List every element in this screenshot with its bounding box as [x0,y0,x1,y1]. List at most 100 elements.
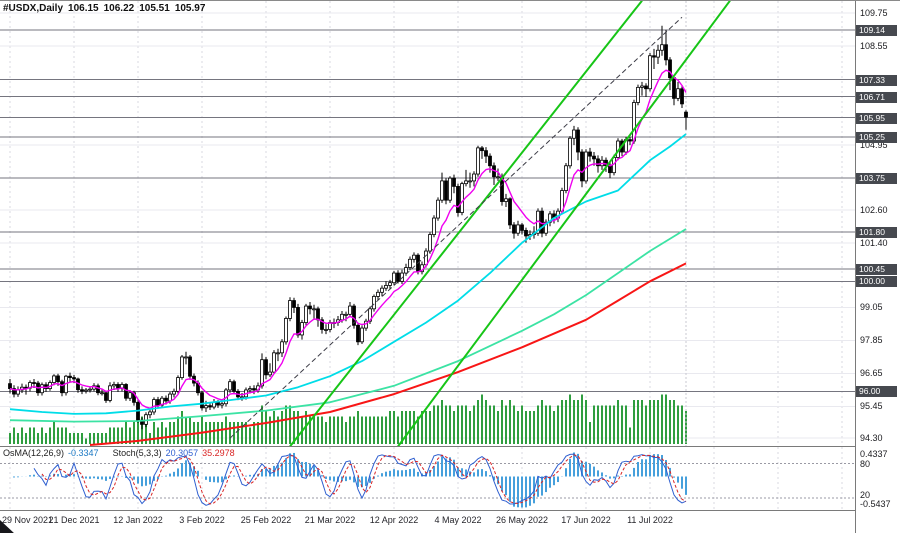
time-axis[interactable]: 29 Nov 2021 21 Dec 2021 12 Jan 2022 3 Feb 2… [0,511,855,533]
candle [356,324,360,343]
time-axis-label: 12 Jan 2022 [113,515,163,525]
candle [52,375,56,383]
price-axis-label: 97.85 [860,335,883,345]
candle [352,305,356,326]
indicator-canvas[interactable] [0,447,855,510]
candle [496,176,500,179]
candle [652,55,656,58]
candle [56,375,60,383]
candle [88,388,92,391]
candle [460,183,464,213]
ma-slow-green [9,228,687,423]
stoch-main-line [33,453,687,506]
indicator-axis-upper: 80 [860,458,871,469]
candle [296,307,300,336]
candle [456,186,460,213]
candle [512,224,516,234]
candle [680,88,684,105]
grid-layer [0,1,855,446]
candle [16,389,20,395]
candle [664,44,668,61]
candle [648,55,652,90]
ma-fast-magenta [9,69,687,409]
indicator-panel[interactable]: OsMA(12,26,9) -0.3347 Stoch(5,3,3) 20.3057 3… [0,447,855,510]
candle [480,147,484,152]
stoch-signal-line [41,454,687,505]
time-axis-label: 21 Mar 2022 [304,515,356,525]
osma-value: -0.3347 [68,448,99,458]
price-axis[interactable]: 109.75 108.55 104.95 102.60 101.40 99.05 97.85… [855,1,900,533]
candle [272,352,276,373]
stoch-signal-value: 35.2978 [202,448,235,458]
candle [380,287,384,293]
candle [68,375,72,378]
price-chart-canvas[interactable] [0,1,855,446]
candle [448,177,452,201]
candle [344,313,348,316]
stoch-label: Stoch(5,3,3) [112,448,162,458]
candle [184,356,188,359]
indicator-axis-min: -0.5437 [860,499,891,509]
candle [408,258,412,268]
price-chart-area[interactable]: #USDX,Daily 106.15 106.22 105.51 105.97 [0,1,855,446]
candle [300,322,304,336]
candle [684,111,688,118]
candle [260,359,264,387]
candle [8,383,12,389]
candle [276,352,280,355]
open-value: 106.15 [68,3,99,14]
main-indicator-divider[interactable] [0,446,855,447]
time-axis-label: 12 Apr 2022 [369,515,419,525]
indicator-axis-max: 0.4337 [860,449,888,459]
candle [432,217,436,235]
candle [508,198,512,226]
candle [180,356,184,378]
time-axis-label: 17 Jun 2022 [561,515,611,525]
price-level-badge: 100.45 [856,264,897,275]
close-value: 105.97 [174,3,206,14]
candle [72,377,76,380]
indicator-time-divider [0,510,855,511]
price-level-badge: 100.00 [856,276,897,287]
candle [636,86,640,103]
candle [308,305,312,310]
price-axis-label: 101.40 [860,238,888,248]
price-level-badge: 96.00 [856,386,897,397]
price-level-badge: 103.75 [856,173,897,184]
time-axis-label: 3 Feb 2022 [179,515,225,525]
candle [440,180,444,201]
candle [252,388,256,391]
candle [292,300,296,308]
candle [412,254,416,260]
candle [168,393,172,402]
candle [472,173,476,182]
ma-mid-cyan [9,133,687,415]
candle [280,341,284,354]
price-level-badge: 105.25 [856,132,897,143]
high-value: 106.22 [103,3,135,14]
time-axis-label: 11 Jul 2022 [627,515,673,525]
candle [504,198,508,202]
candle [592,155,596,160]
candle [264,359,268,376]
candle [124,384,128,399]
candle [220,403,224,406]
candle [248,388,252,391]
candle [660,44,664,51]
price-level-badge: 101.80 [856,227,897,238]
dashed-trendline[interactable] [229,16,683,439]
chart-ohlc-label: #USDX,Daily 106.15 106.22 105.51 105.97 [3,3,210,14]
channel-line-2[interactable] [397,1,731,446]
candle [96,385,100,394]
price-axis-label: 96.65 [860,368,883,378]
candle [564,165,568,191]
candle [172,390,176,395]
candle [392,272,396,284]
channel-line-1[interactable] [289,1,643,446]
candle [156,399,160,406]
candle [24,386,28,389]
volume-layer [9,394,687,444]
candle [40,384,44,394]
price-axis-label: 99.05 [860,302,883,312]
